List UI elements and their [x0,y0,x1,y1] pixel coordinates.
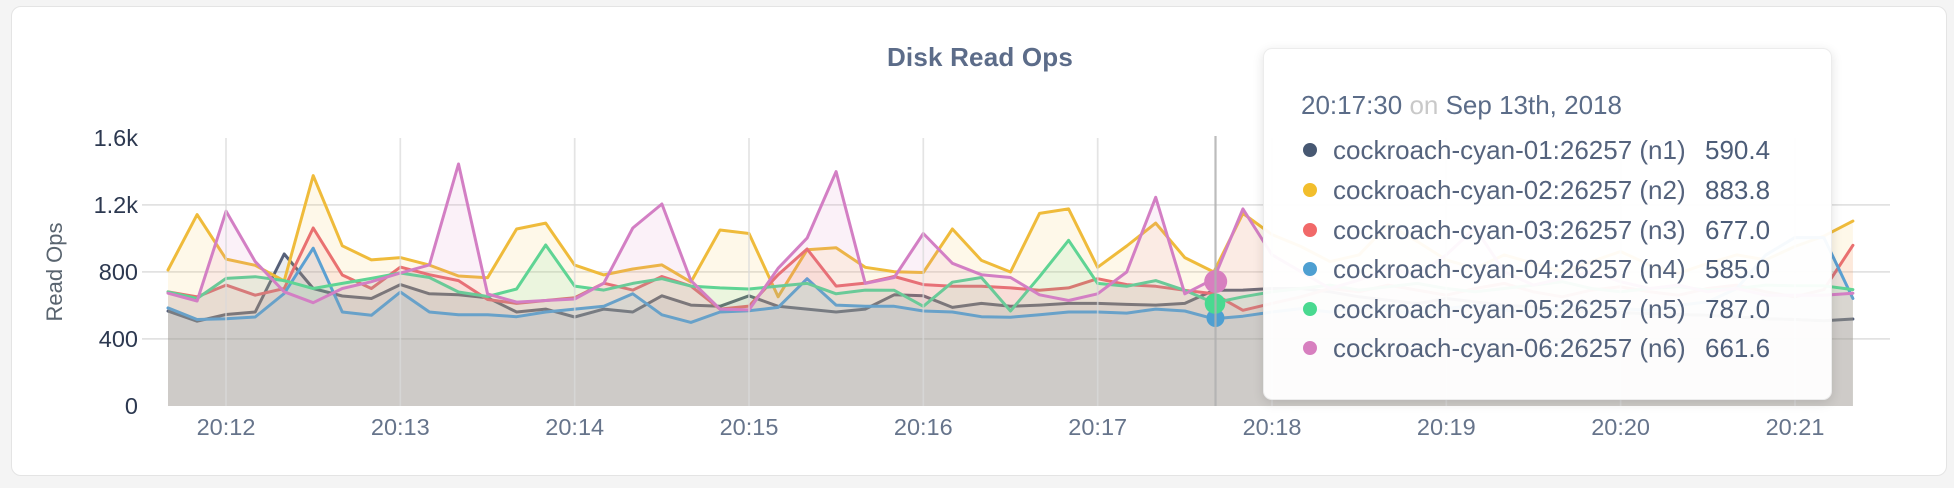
svg-text:1.2k: 1.2k [94,192,139,218]
svg-text:Read Ops: Read Ops [42,222,67,321]
svg-text:20:12: 20:12 [197,414,256,440]
svg-text:20:15: 20:15 [720,414,779,440]
svg-text:1.6k: 1.6k [94,125,139,151]
svg-text:20:13: 20:13 [371,414,430,440]
svg-text:20:17: 20:17 [1068,414,1127,440]
svg-text:800: 800 [99,259,138,285]
svg-text:20:14: 20:14 [545,414,604,440]
svg-text:20:19: 20:19 [1417,414,1476,440]
svg-text:20:20: 20:20 [1591,414,1650,440]
svg-text:0: 0 [125,393,138,419]
svg-text:20:21: 20:21 [1766,414,1825,440]
svg-text:20:18: 20:18 [1243,414,1302,440]
svg-text:20:16: 20:16 [894,414,953,440]
svg-text:400: 400 [99,326,138,352]
